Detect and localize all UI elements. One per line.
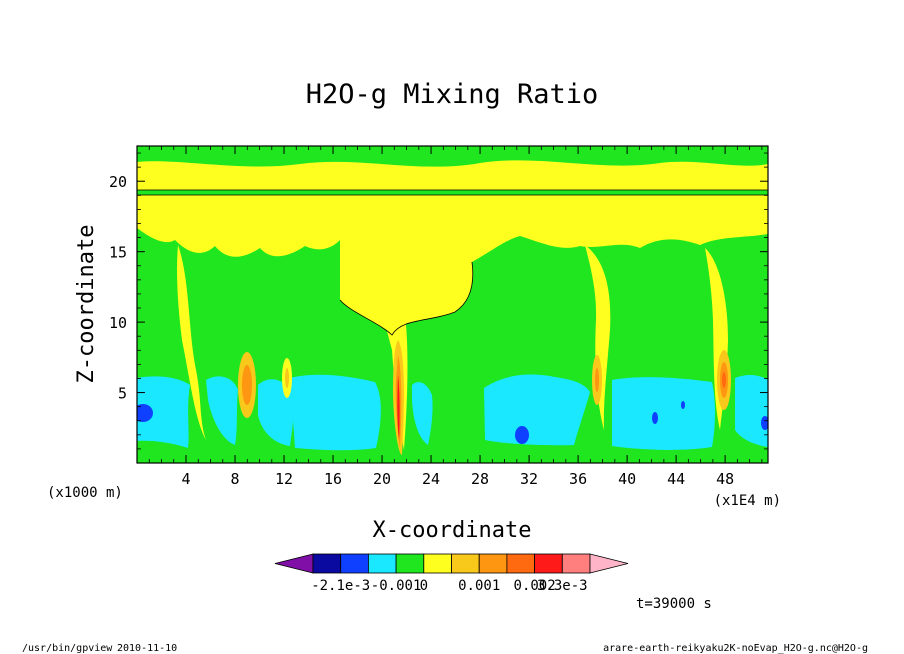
plot-area: [137, 146, 768, 463]
y-axis-label: Z-coordinate: [74, 225, 99, 384]
colorbar-box: [451, 553, 480, 574]
time-label: t=39000 s: [636, 596, 712, 612]
colorbar-box: [312, 553, 342, 574]
footer-file: arare-earth-reikyaku2K-noEvap_H2O-g.nc@H…: [603, 643, 868, 654]
x-tick-label: 20: [373, 470, 391, 488]
x-tick-label: 28: [471, 470, 489, 488]
x-axis: 4 8 12 16 20 24 28 32 36 40 44 48: [136, 146, 763, 488]
x-tick-label: 24: [422, 470, 440, 488]
colorbar-box: [395, 553, 425, 574]
x-tick-label: 12: [275, 470, 293, 488]
blue-pockets: [137, 401, 768, 444]
colorbar-low-cap: [274, 553, 314, 574]
colorbar-box: [506, 553, 535, 574]
colorbar-label: -0.001: [371, 578, 422, 594]
plot-frame: [136, 145, 769, 464]
y-tick-label: 15: [109, 244, 127, 262]
x-unit-left: (x1000 m): [47, 485, 123, 501]
x-tick-label: 48: [716, 470, 734, 488]
y-tick-label: 10: [109, 314, 127, 332]
colorbar-box: [340, 553, 369, 574]
x-axis-label: X-coordinate: [373, 518, 532, 543]
colorbar-label: 0: [420, 578, 428, 594]
colorbar-box: [534, 553, 563, 574]
x-tick-label: 44: [667, 470, 685, 488]
contour-lines: [137, 189, 768, 336]
x-tick-label: 4: [181, 470, 190, 488]
y-tick-label: 5: [118, 385, 127, 403]
cyan-lower: [137, 374, 768, 451]
x-tick-label: 8: [231, 470, 240, 488]
colorbar-label: 0.002: [514, 578, 556, 594]
footer-date: 2010-11-10: [117, 643, 177, 654]
colorbar-label: 0.001: [458, 578, 500, 594]
colorbar-box: [367, 553, 397, 574]
warm-columns: [238, 340, 731, 455]
colorbar-box: [423, 553, 452, 574]
x-tick-label: 36: [569, 470, 587, 488]
y-tick-label: 20: [109, 173, 127, 191]
x-tick-label: 16: [324, 470, 342, 488]
colorbar-box: [561, 553, 591, 574]
colorbar-label: -2.1e-3: [311, 578, 370, 594]
yellow-upper: [137, 160, 768, 450]
chart-title: H2O-g Mixing Ratio: [306, 79, 599, 110]
colorbar-box: [478, 553, 508, 574]
x-tick-label: 32: [520, 470, 538, 488]
colorbar: [274, 553, 629, 574]
footer-path: /usr/bin/gpview: [22, 643, 113, 654]
y-axis: 5 10 15 20: [109, 152, 768, 450]
x-unit-right: (x1E4 m): [714, 493, 781, 509]
colorbar-high-cap: [589, 553, 629, 574]
x-tick-label: 40: [618, 470, 636, 488]
colorbar-label: 3.3e-3: [537, 578, 588, 594]
